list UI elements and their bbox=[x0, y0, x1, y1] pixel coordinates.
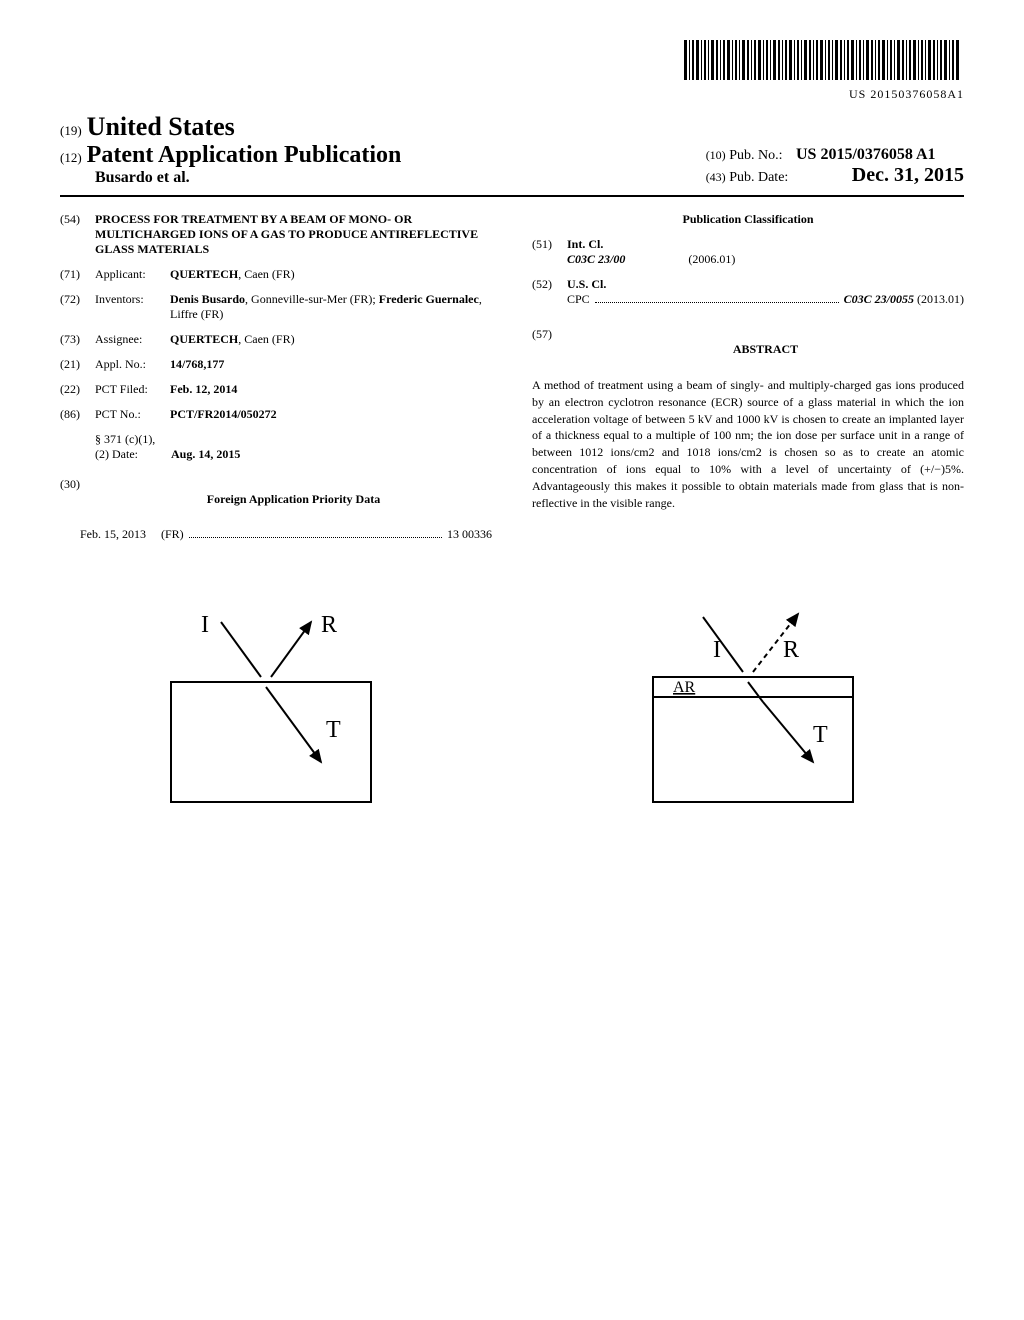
pub-no-code: (10) bbox=[706, 148, 726, 162]
int-class: C03C 23/00 bbox=[567, 252, 625, 266]
classification-header: Publication Classification bbox=[532, 212, 964, 227]
barcode-number: US 20150376058A1 bbox=[60, 87, 964, 102]
priority-dots bbox=[189, 523, 442, 538]
figures-section: I R T AR I bbox=[60, 602, 964, 827]
pub-date-code: (43) bbox=[706, 170, 726, 184]
country-name: United States bbox=[87, 112, 235, 142]
inventor1: Denis Busardo bbox=[170, 292, 245, 306]
date2: Aug. 14, 2015 bbox=[171, 447, 240, 461]
inventor1-loc: , Gonneville-sur-Mer (FR); bbox=[245, 292, 379, 306]
int-year: (2006.01) bbox=[688, 252, 735, 266]
main-content: (54) PROCESS FOR TREATMENT BY A BEAM OF … bbox=[60, 212, 964, 542]
appl-num-code: (21) bbox=[60, 357, 95, 372]
cpc-label: CPC bbox=[567, 292, 590, 307]
fig2-label-R: R bbox=[783, 637, 799, 663]
us-cl-num: (52) bbox=[532, 277, 567, 307]
pct-filed-date: Feb. 12, 2014 bbox=[170, 382, 492, 397]
appl-label: Appl. No.: bbox=[95, 357, 170, 372]
pub-no-label: Pub. No.: bbox=[729, 148, 782, 163]
country-code: (19) bbox=[60, 123, 82, 139]
abstract-num: (57) bbox=[532, 327, 567, 367]
figure-2: AR I R T bbox=[542, 602, 964, 827]
priority-country: (FR) bbox=[161, 527, 184, 542]
pub-type: Patent Application Publication bbox=[87, 142, 402, 169]
int-cl-num: (51) bbox=[532, 237, 567, 267]
right-column: Publication Classification (51) Int. Cl.… bbox=[532, 212, 964, 542]
abstract-text: A method of treatment using a beam of si… bbox=[532, 377, 964, 511]
abstract-header: ABSTRACT bbox=[567, 342, 964, 357]
assignee-loc: , Caen (FR) bbox=[238, 332, 294, 346]
applicant-loc: , Caen (FR) bbox=[238, 267, 294, 281]
priority-date: Feb. 15, 2013 bbox=[80, 527, 146, 542]
fig1-label-T: T bbox=[326, 717, 341, 743]
applicant-name: QUERTECH bbox=[170, 267, 238, 281]
pub-type-code: (12) bbox=[60, 150, 82, 166]
int-cl-label: Int. Cl. bbox=[567, 237, 964, 252]
applicant-label: Applicant: bbox=[95, 267, 170, 282]
pct-no-num: (86) bbox=[60, 407, 95, 422]
title-text: PROCESS FOR TREATMENT BY A BEAM OF MONO-… bbox=[95, 212, 492, 257]
assignee-name: QUERTECH bbox=[170, 332, 238, 346]
barcode-section: US 20150376058A1 bbox=[60, 40, 964, 102]
pct-no-label: PCT No.: bbox=[95, 407, 170, 422]
fig2-label-T: T bbox=[813, 722, 828, 748]
appl-no: 14/768,177 bbox=[170, 357, 492, 372]
pct-no: PCT/FR2014/050272 bbox=[170, 407, 492, 422]
cpc-dots bbox=[595, 288, 839, 303]
figure-1: I R T bbox=[60, 602, 482, 827]
date2-label: (2) Date: bbox=[95, 447, 138, 461]
barcode-graphic bbox=[684, 40, 964, 85]
fig1-label-I: I bbox=[201, 612, 209, 638]
section-371: § 371 (c)(1), bbox=[95, 432, 492, 447]
inventors-num: (72) bbox=[60, 292, 95, 322]
inventor2: Frederic Guernalec bbox=[379, 292, 479, 306]
assignee-num: (73) bbox=[60, 332, 95, 347]
priority-num: (30) bbox=[60, 477, 95, 517]
publication-header-row: (12) Patent Application Publication Busa… bbox=[60, 142, 964, 197]
pct-filed-label: PCT Filed: bbox=[95, 382, 170, 397]
pct-filed-num: (22) bbox=[60, 382, 95, 397]
fig2-label-AR: AR bbox=[673, 679, 696, 696]
authors: Busardo et al. bbox=[60, 169, 401, 187]
cpc-year: (2013.01) bbox=[917, 292, 964, 306]
cpc-class: C03C 23/0055 bbox=[844, 292, 914, 306]
fig1-label-R: R bbox=[321, 612, 337, 638]
title-num: (54) bbox=[60, 212, 95, 257]
inventors-label: Inventors: bbox=[95, 292, 170, 322]
left-column: (54) PROCESS FOR TREATMENT BY A BEAM OF … bbox=[60, 212, 492, 542]
header-country-row: (19) United States bbox=[60, 112, 964, 142]
pub-no: US 2015/0376058 A1 bbox=[796, 146, 936, 163]
pub-date: Dec. 31, 2015 bbox=[852, 164, 964, 186]
applicant-num: (71) bbox=[60, 267, 95, 282]
priority-no: 13 00336 bbox=[447, 527, 492, 542]
priority-header: Foreign Application Priority Data bbox=[95, 492, 492, 507]
fig2-label-I: I bbox=[713, 637, 721, 663]
pub-date-label: Pub. Date: bbox=[729, 170, 788, 185]
assignee-label: Assignee: bbox=[95, 332, 170, 347]
